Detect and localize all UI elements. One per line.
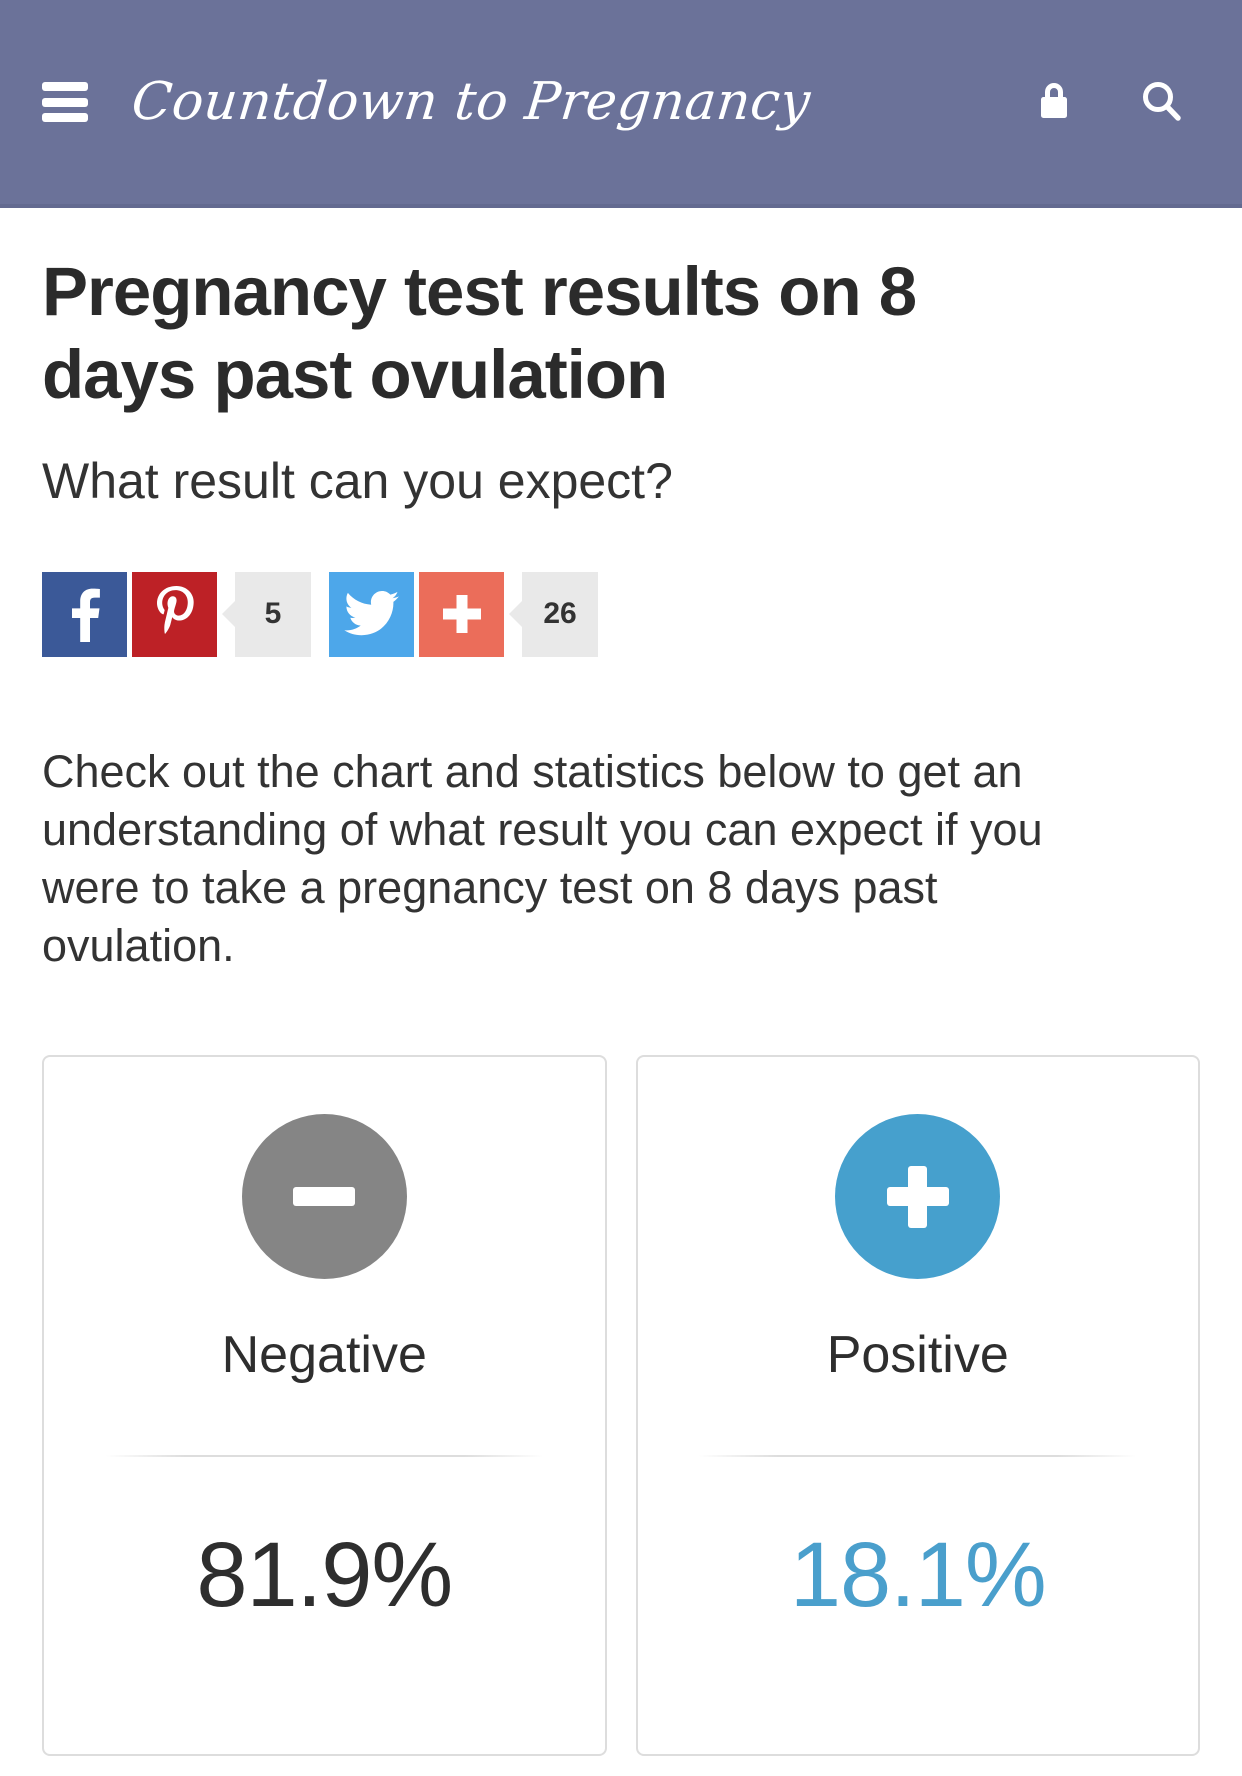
share-button-twitter[interactable] — [329, 571, 414, 657]
share-button-plus[interactable] — [419, 571, 504, 657]
app-header: Countdown to Pregnancy — [0, 0, 1242, 208]
hamburger-menu-icon[interactable] — [42, 82, 88, 122]
intro-paragraph: Check out the chart and statistics below… — [42, 745, 1043, 972]
negative-result-label: Negative — [221, 1326, 427, 1385]
search-icon[interactable] — [1134, 74, 1190, 130]
site-brand-title[interactable]: Countdown to Pregnancy — [128, 72, 814, 132]
positive-result-icon — [835, 1114, 1001, 1280]
card-divider — [105, 1455, 543, 1458]
share-button-pinterest[interactable] — [132, 571, 217, 657]
negative-result-icon — [241, 1114, 407, 1280]
page-content: Pregnancy test results on 8 days past ov… — [0, 208, 1242, 1757]
hamburger-bar — [42, 113, 88, 122]
plus-sign-vertical — [908, 1165, 928, 1228]
page-subtitle: What result can you expect? — [42, 452, 673, 509]
pinterest-icon — [156, 586, 194, 635]
hamburger-bar — [42, 82, 88, 91]
result-card-positive: Positive 18.1% — [635, 1055, 1200, 1757]
page-title: Pregnancy test results on 8 days past ov… — [42, 253, 917, 414]
positive-result-label: Positive — [826, 1326, 1009, 1385]
lock-icon[interactable] — [1026, 74, 1082, 130]
share-count-total[interactable]: 26 — [522, 571, 598, 657]
twitter-bird-icon — [343, 591, 399, 636]
social-share-bar: 5 26 — [42, 571, 1242, 657]
positive-result-value: 18.1% — [789, 1524, 1047, 1627]
result-cards: Negative 81.9% Positive 18.1% — [42, 1055, 1200, 1757]
facebook-icon — [71, 589, 100, 643]
result-card-negative: Negative 81.9% — [42, 1055, 607, 1757]
share-button-facebook[interactable] — [42, 571, 127, 657]
minus-sign — [293, 1187, 356, 1207]
negative-result-value: 81.9% — [196, 1524, 453, 1627]
header-actions — [1026, 74, 1190, 130]
hamburger-bar — [42, 97, 88, 107]
share-count-pinterest[interactable]: 5 — [235, 571, 311, 657]
card-divider — [699, 1455, 1137, 1458]
plus-icon — [442, 595, 481, 634]
